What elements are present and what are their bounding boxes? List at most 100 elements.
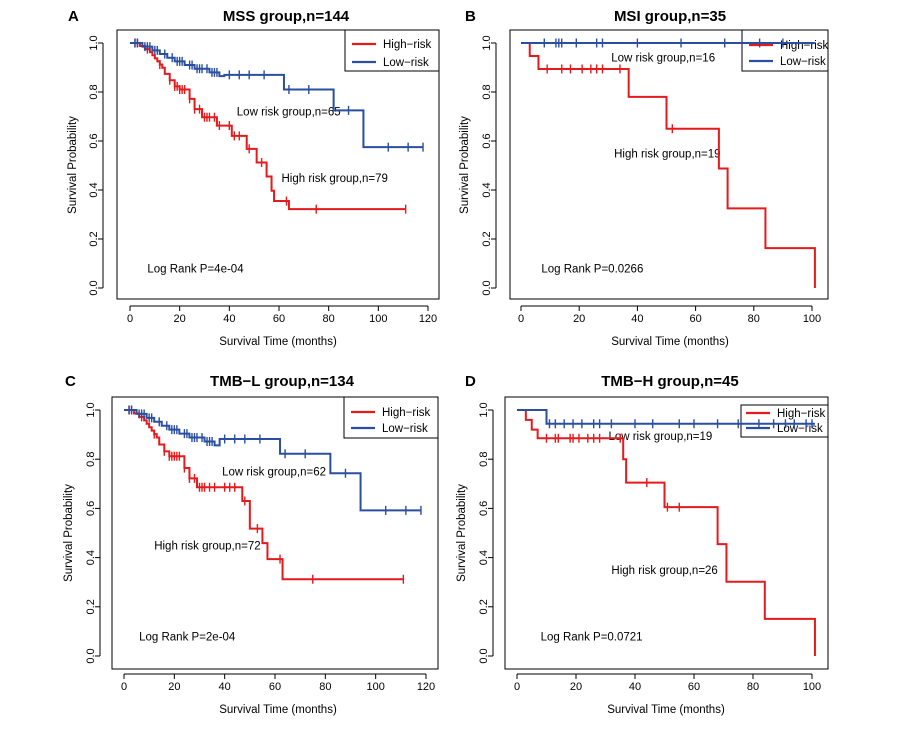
y-tick-label: 0.6 xyxy=(478,501,490,516)
x-ticks: 0 20 40 60 80 100 120 xyxy=(121,681,435,693)
y-tick-label: 0.0 xyxy=(85,648,97,663)
x-axis-label: Survival Time (months) xyxy=(611,336,729,348)
survival-curve-low-risk xyxy=(517,409,815,425)
y-tick-label: 0.4 xyxy=(85,550,97,565)
y-ticks: 0.0 0.2 0.4 0.6 0.8 1.0 xyxy=(85,402,97,663)
y-tick-label: 0.4 xyxy=(88,182,100,197)
survival-curve-high-risk xyxy=(521,42,816,288)
legend-label-low-risk: Low−risk xyxy=(382,423,428,435)
low-risk-annotation: Low risk group,n=19 xyxy=(608,431,712,443)
legend-label-high-risk: High−risk xyxy=(382,407,431,419)
y-tick-label: 0.2 xyxy=(478,599,490,614)
legend-label-low-risk: Low−risk xyxy=(383,57,429,69)
high-risk-annotation: High risk group,n=26 xyxy=(611,565,717,577)
plot-frame xyxy=(116,29,440,300)
y-tick-label: 0.0 xyxy=(88,280,100,295)
legend-label-low-risk: Low−risk xyxy=(780,56,826,68)
y-tick-label: 1.0 xyxy=(85,402,97,417)
x-tick-label: 80 xyxy=(319,681,331,693)
panel-letter: D xyxy=(465,373,476,390)
legend-box xyxy=(741,29,829,72)
legend-label-high-risk: High−risk xyxy=(780,40,829,52)
x-tick-label: 60 xyxy=(688,681,700,693)
x-tick-label: 80 xyxy=(748,313,760,325)
y-ticks: 0.0 0.2 0.4 0.6 0.8 1.0 xyxy=(478,402,490,663)
x-axis-label: Survival Time (months) xyxy=(219,704,337,716)
chart-title: MSS group,n=144 xyxy=(223,8,350,25)
high-risk-annotation: High risk group,n=79 xyxy=(281,173,387,185)
y-tick-label: 0.6 xyxy=(481,133,493,148)
log-rank-annotation: Log Rank P=4e-04 xyxy=(147,263,244,275)
y-tick-label: 1.0 xyxy=(478,402,490,417)
y-tick-label: 0.8 xyxy=(478,452,490,467)
x-tick-label: 20 xyxy=(573,313,585,325)
x-axis-label: Survival Time (months) xyxy=(219,336,337,348)
high-risk-annotation: High risk group,n=72 xyxy=(154,540,260,552)
panel-a-chart: A MSS group,n=144 Survival Time (months)… xyxy=(67,8,440,348)
y-tick-label: 0.0 xyxy=(481,280,493,295)
x-tick-label: 40 xyxy=(223,313,235,325)
x-tick-label: 60 xyxy=(689,313,701,325)
y-tick-label: 0.6 xyxy=(88,133,100,148)
log-rank-annotation: Log Rank P=0.0266 xyxy=(541,263,643,275)
x-tick-label: 100 xyxy=(803,313,821,325)
y-tick-label: 0.2 xyxy=(85,599,97,614)
legend: High−risk Low−risk xyxy=(343,396,439,439)
legend-label-low-risk: Low−risk xyxy=(777,423,823,435)
y-tick-label: 0.4 xyxy=(478,550,490,565)
x-axis-label: Survival Time (months) xyxy=(607,704,725,716)
y-tick-label: 1.0 xyxy=(88,35,100,50)
x-tick-label: 100 xyxy=(366,681,384,693)
y-axis-label: Survival Probability xyxy=(63,484,75,582)
log-rank-annotation: Log Rank P=0.0721 xyxy=(541,631,643,643)
x-tick-label: 60 xyxy=(269,681,281,693)
x-ticks: 0 20 40 60 80 100 xyxy=(518,313,821,325)
survival-curve-high-risk xyxy=(517,409,816,656)
x-tick-label: 20 xyxy=(174,313,186,325)
survival-curve-low-risk xyxy=(124,409,421,512)
y-tick-label: 1.0 xyxy=(481,35,493,50)
x-tick-label: 100 xyxy=(369,313,387,325)
legend-label-high-risk: High−risk xyxy=(777,408,826,420)
legend: High−risk Low−risk xyxy=(740,404,829,438)
plot-frame xyxy=(509,29,829,300)
y-tick-label: 0.8 xyxy=(85,452,97,467)
x-tick-label: 40 xyxy=(219,681,231,693)
panel-b-chart: B MSI group,n=35 Survival Time (months) … xyxy=(459,8,829,348)
y-tick-label: 0.8 xyxy=(88,84,100,99)
chart-title: TMB−H group,n=45 xyxy=(601,373,739,390)
x-tick-label: 120 xyxy=(417,681,435,693)
x-tick-label: 120 xyxy=(419,313,437,325)
high-risk-annotation: High risk group,n=19 xyxy=(614,148,720,160)
panel-d-chart: D TMB−H group,n=45 Survival Time (months… xyxy=(456,373,829,716)
x-ticks: 0 20 40 60 80 100 xyxy=(514,681,821,693)
x-tick-label: 20 xyxy=(570,681,582,693)
x-tick-label: 60 xyxy=(273,313,285,325)
y-axis-label: Survival Probability xyxy=(67,116,79,214)
x-tick-label: 0 xyxy=(121,681,127,693)
panel-letter: B xyxy=(465,8,476,25)
y-axis-label: Survival Probability xyxy=(459,116,471,214)
legend-box xyxy=(740,404,829,438)
y-tick-label: 0.6 xyxy=(85,501,97,516)
x-tick-label: 80 xyxy=(747,681,759,693)
legend-label-high-risk: High−risk xyxy=(383,39,432,51)
low-risk-annotation: Low risk group,n=65 xyxy=(237,107,341,119)
x-tick-label: 40 xyxy=(629,681,641,693)
chart-title: MSI group,n=35 xyxy=(614,8,726,25)
panel-letter: A xyxy=(68,8,79,25)
x-tick-label: 0 xyxy=(514,681,520,693)
y-tick-label: 0.2 xyxy=(481,231,493,246)
log-rank-annotation: Log Rank P=2e-04 xyxy=(139,631,236,643)
y-axis-label: Survival Probability xyxy=(456,484,468,582)
x-tick-label: 0 xyxy=(518,313,524,325)
y-tick-label: 0.8 xyxy=(481,84,493,99)
legend: High−risk Low−risk xyxy=(741,29,829,72)
y-tick-label: 0.4 xyxy=(481,182,493,197)
y-tick-label: 0.0 xyxy=(478,648,490,663)
plot-frame xyxy=(504,396,829,670)
x-tick-label: 40 xyxy=(631,313,643,325)
chart-title: TMB−L group,n=134 xyxy=(210,373,355,390)
plot-frame xyxy=(111,396,439,670)
